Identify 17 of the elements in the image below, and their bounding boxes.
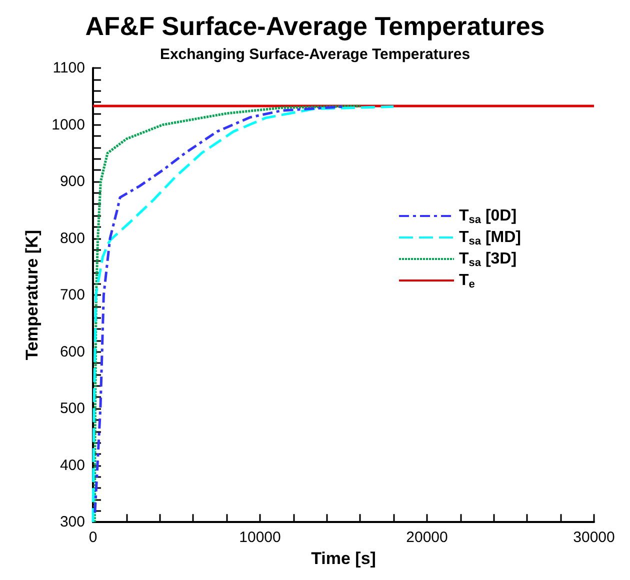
x-tick-label: 30000 — [573, 529, 615, 546]
y-tick-label: 900 — [60, 173, 85, 190]
y-tick-label: 400 — [60, 456, 85, 474]
y-tick-label: 500 — [60, 400, 85, 418]
x-tick-label: 10000 — [239, 529, 281, 546]
chart-title: AF&F Surface-Average Temperatures — [85, 11, 545, 41]
y-tick-label: 700 — [60, 286, 85, 304]
x-tick-label: 20000 — [406, 529, 448, 546]
y-tick-label: 800 — [60, 230, 85, 247]
y-tick-label: 1000 — [52, 116, 85, 134]
y-tick-label: 600 — [60, 343, 85, 360]
chart-subtitle: Exchanging Surface-Average Temperatures — [160, 46, 470, 63]
x-tick-label: 0 — [88, 529, 98, 546]
y-axis-title: Temperature [K] — [22, 230, 42, 360]
y-tick-label: 1100 — [52, 60, 85, 76]
x-axis-title: Time [s] — [311, 549, 376, 568]
y-tick-label: 300 — [60, 514, 85, 531]
